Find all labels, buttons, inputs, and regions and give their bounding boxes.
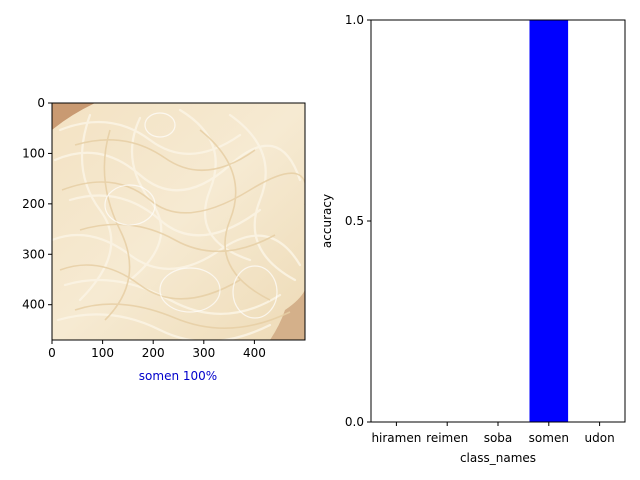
y-axis-label: accuracy bbox=[320, 194, 334, 248]
bars bbox=[529, 20, 569, 422]
image-caption: somen 100% bbox=[139, 369, 217, 383]
noodle-photo bbox=[52, 103, 305, 340]
x-axis-label: class_names bbox=[460, 451, 536, 465]
image-x-tick-label: 0 bbox=[48, 346, 56, 360]
bar-axis-ticks: hiramen reimen soba somen udon 0.0 0.5 1.0 bbox=[345, 13, 615, 445]
y-tick-label: 1.0 bbox=[345, 13, 364, 27]
bar-somen bbox=[529, 20, 569, 422]
image-y-tick-label: 300 bbox=[22, 247, 45, 261]
y-tick-label: 0.0 bbox=[345, 415, 364, 429]
image-axis-ticks: 0 100 200 300 400 0 100 200 300 400 bbox=[22, 96, 266, 360]
bar-plot-frame bbox=[370, 19, 626, 423]
bar-subplot: hiramen reimen soba somen udon 0.0 0.5 1.0 clas… bbox=[320, 13, 626, 465]
y-tick-label: 0.5 bbox=[345, 214, 364, 228]
image-y-tick-label: 200 bbox=[22, 197, 45, 211]
x-tick-label-somen: somen bbox=[529, 431, 569, 445]
image-x-tick-label: 400 bbox=[243, 346, 266, 360]
x-tick-label-soba: soba bbox=[484, 431, 513, 445]
x-tick-label-udon: udon bbox=[585, 431, 615, 445]
x-tick-label-hiramen: hiramen bbox=[371, 431, 421, 445]
image-x-tick-label: 200 bbox=[142, 346, 165, 360]
image-y-tick-label: 400 bbox=[22, 298, 45, 312]
image-x-tick-label: 300 bbox=[192, 346, 215, 360]
image-x-tick-label: 100 bbox=[91, 346, 114, 360]
x-tick-label-reimen: reimen bbox=[426, 431, 468, 445]
image-subplot: 0 100 200 300 400 0 100 200 300 400 somen 100% bbox=[22, 96, 306, 383]
image-y-tick-label: 0 bbox=[37, 96, 45, 110]
image-y-tick-label: 100 bbox=[22, 146, 45, 160]
